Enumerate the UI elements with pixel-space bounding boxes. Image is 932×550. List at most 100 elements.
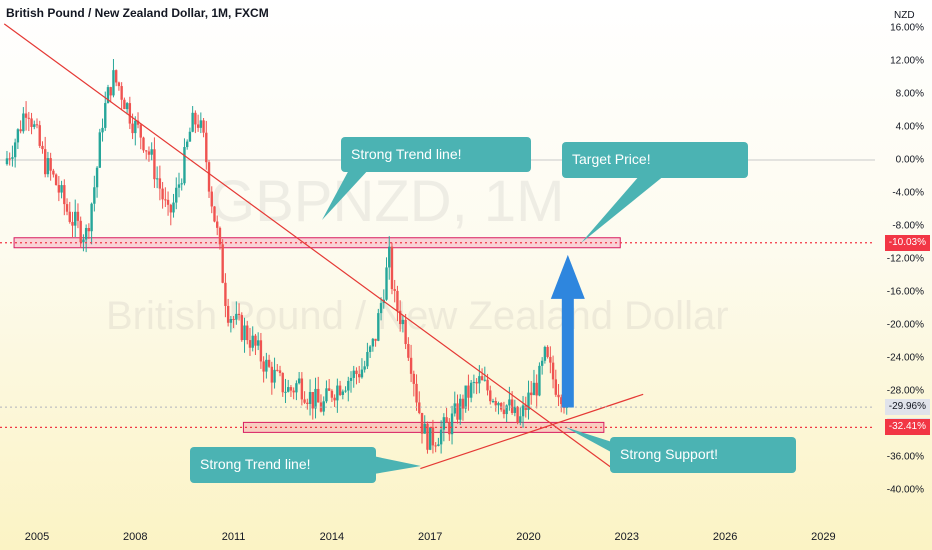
candle-body (240, 315, 243, 341)
candle-body (246, 325, 249, 341)
candle-body (295, 383, 298, 393)
y-tick-label: -36.00% (886, 451, 924, 463)
candle-body (145, 150, 148, 152)
candle-body (84, 227, 88, 240)
candle-body (229, 319, 233, 323)
candle-body (322, 401, 325, 412)
candle-body (527, 392, 530, 410)
candle-body (287, 387, 290, 392)
candle-body (216, 221, 219, 228)
candle-body (273, 369, 276, 383)
candle-body (24, 113, 28, 118)
candle-body (13, 142, 17, 158)
x-tick-label: 2014 (319, 531, 345, 543)
candle-body (150, 149, 153, 155)
candle-body (251, 335, 254, 348)
candle-body (123, 99, 126, 110)
price-tag: -29.96% (884, 399, 930, 416)
candle-body (467, 385, 470, 398)
candle-body (232, 319, 235, 321)
candle-body (554, 379, 558, 395)
candle-body (404, 319, 407, 345)
candle-body (297, 378, 301, 384)
y-tick-label: -28.00% (886, 385, 924, 397)
price-tag: -10.03% (884, 234, 930, 251)
callout-pointer-1 (322, 168, 370, 220)
candle-body (221, 244, 224, 283)
candle-body (120, 86, 123, 100)
candle-body (453, 403, 456, 414)
candle-body (82, 239, 85, 243)
candle-body (549, 356, 552, 363)
candle-body (494, 401, 497, 406)
candle-body (35, 124, 39, 126)
candle-body (314, 388, 317, 409)
candle-body (63, 185, 66, 205)
candle-body (333, 397, 336, 401)
candle-body (379, 303, 383, 314)
candle-body (557, 394, 560, 398)
candle-body (445, 417, 448, 423)
candle-body (306, 402, 309, 404)
candle-body (188, 131, 192, 142)
callout-target-price: Target Price! (562, 142, 748, 178)
candle-body (355, 370, 358, 375)
candle-body (516, 406, 519, 423)
candle-body (510, 399, 514, 413)
candle-body (308, 391, 312, 404)
y-tick-label: 4.00% (895, 121, 924, 133)
candle-body (480, 376, 484, 381)
candle-body (213, 206, 216, 222)
candle-body (344, 390, 347, 392)
candle-body (388, 246, 391, 268)
candle-body (106, 87, 110, 104)
candle-body (469, 382, 473, 398)
candle-body (177, 184, 181, 188)
candle-body (368, 346, 372, 352)
price-tag: -32.41% (884, 419, 930, 436)
candle-body (196, 124, 200, 128)
x-tick-label: 2005 (24, 531, 50, 543)
candle-body (270, 366, 274, 383)
y-tick-label: -20.00% (886, 319, 924, 331)
candle-body (543, 346, 547, 361)
callout-pointer-3 (368, 455, 421, 475)
candle-body (52, 170, 55, 175)
candle-body (136, 120, 140, 125)
candle-body (41, 145, 44, 150)
y-tick-label: -40.00% (886, 484, 924, 496)
candle-body (464, 385, 467, 409)
candle-body (79, 220, 82, 243)
candle-body (420, 412, 424, 434)
candle-body (303, 399, 306, 403)
candle-body (27, 117, 31, 119)
candle-body (254, 335, 257, 346)
candle-body (505, 405, 508, 415)
watermark-symbol: GBPNZD, 1M (210, 169, 565, 234)
candle-body (431, 427, 435, 446)
candle-body (338, 385, 342, 395)
candle-body (450, 413, 454, 435)
candle-body (508, 399, 511, 406)
candle-body (401, 319, 405, 325)
candle-body (191, 112, 194, 132)
candle-body (398, 310, 402, 325)
callout-pointer-4 (565, 427, 622, 458)
candle-body (139, 124, 142, 138)
candle-body (256, 340, 260, 346)
candles (5, 59, 568, 454)
watermark-name: British Pound / New Zealand Dollar (106, 294, 729, 338)
candle-body (57, 185, 61, 193)
x-tick-label: 2020 (516, 531, 541, 543)
y-tick-label: 0.00% (895, 154, 924, 166)
candle-body (341, 391, 345, 395)
candle-body (513, 406, 517, 413)
candle-body (499, 403, 503, 410)
candle-body (104, 103, 107, 128)
candle-body (153, 149, 156, 180)
candle-body (276, 369, 279, 371)
candle-body (131, 123, 134, 134)
y-axis-unit: NZD (894, 10, 915, 21)
